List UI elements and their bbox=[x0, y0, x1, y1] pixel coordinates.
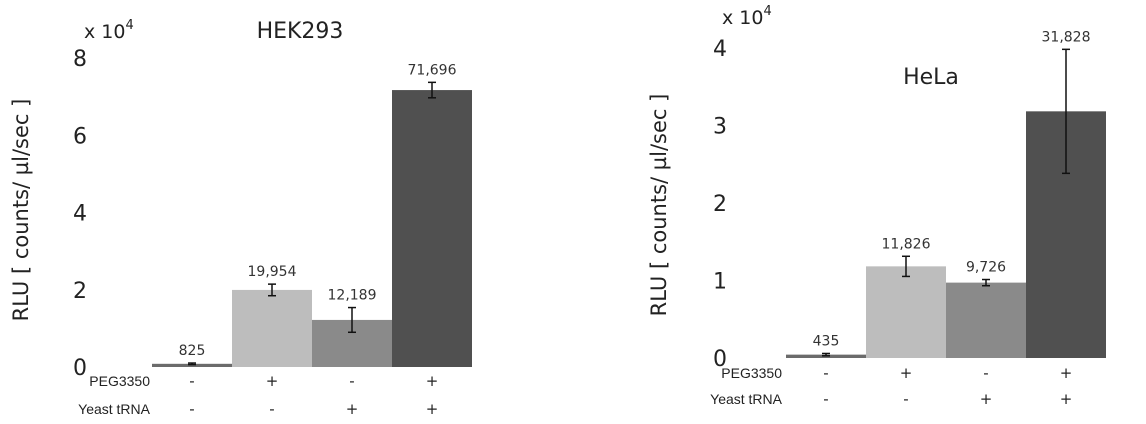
condition-sign: - bbox=[823, 390, 828, 408]
data-label: 435 bbox=[813, 333, 840, 349]
chart-panel-2: x 104 HeLa RLU [ counts/ µl/sec ] 0 1 2 3 4 435 1… bbox=[647, 4, 1106, 408]
y-tick-label: 3 bbox=[713, 115, 727, 140]
data-label: 825 bbox=[179, 343, 206, 359]
condition-sign: + bbox=[1060, 364, 1073, 382]
chart-title: HEK293 bbox=[257, 19, 344, 44]
condition-sign: - bbox=[983, 364, 988, 382]
bar bbox=[946, 282, 1026, 358]
data-label: 11,826 bbox=[882, 236, 931, 252]
condition-sign: - bbox=[189, 400, 194, 418]
condition-sign: - bbox=[269, 400, 274, 418]
y-axis-label: RLU [ counts/ µl/sec ] bbox=[9, 99, 33, 322]
condition-sign: - bbox=[903, 390, 908, 408]
condition-label: PEG3350 bbox=[89, 373, 150, 389]
condition-sign: - bbox=[189, 372, 194, 390]
bar bbox=[232, 289, 312, 367]
data-label: 19,954 bbox=[248, 264, 297, 280]
condition-label: Yeast tRNA bbox=[78, 401, 151, 417]
y-tick-label: 0 bbox=[73, 356, 87, 381]
data-label: 9,726 bbox=[966, 260, 1006, 276]
chart-panel-1: x 104 HEK293 RLU [ counts/ µl/sec ] 0 2 4 6 8 82… bbox=[9, 18, 472, 418]
condition-sign: + bbox=[426, 372, 439, 390]
condition-sign: + bbox=[980, 390, 993, 408]
data-label: 31,828 bbox=[1042, 29, 1091, 45]
y-tick-label: 0 bbox=[713, 347, 727, 372]
y-tick-label: 6 bbox=[73, 124, 87, 149]
y-tick-label: 4 bbox=[73, 202, 87, 227]
data-label: 71,696 bbox=[408, 62, 457, 78]
axis-multiplier: x 104 bbox=[722, 4, 772, 29]
condition-sign: + bbox=[266, 372, 279, 390]
chart-title: HeLa bbox=[903, 65, 959, 90]
bar bbox=[152, 363, 232, 367]
condition-label: PEG3350 bbox=[721, 365, 782, 381]
y-axis-label: RLU [ counts/ µl/sec ] bbox=[647, 94, 671, 317]
condition-sign: + bbox=[426, 400, 439, 418]
axis-multiplier: x 104 bbox=[84, 18, 134, 43]
y-tick-label: 2 bbox=[73, 279, 87, 304]
y-tick-label: 8 bbox=[73, 47, 87, 72]
bar bbox=[392, 90, 472, 367]
y-tick-label: 1 bbox=[713, 270, 727, 295]
condition-label: Yeast tRNA bbox=[710, 391, 783, 407]
y-tick-label: 4 bbox=[713, 37, 727, 62]
condition-sign: + bbox=[346, 400, 359, 418]
data-label: 12,189 bbox=[328, 288, 377, 304]
bar bbox=[866, 266, 946, 358]
condition-sign: - bbox=[823, 364, 828, 382]
condition-sign: + bbox=[900, 364, 913, 382]
condition-sign: + bbox=[1060, 390, 1073, 408]
condition-sign: - bbox=[349, 372, 354, 390]
y-tick-label: 2 bbox=[713, 192, 727, 217]
